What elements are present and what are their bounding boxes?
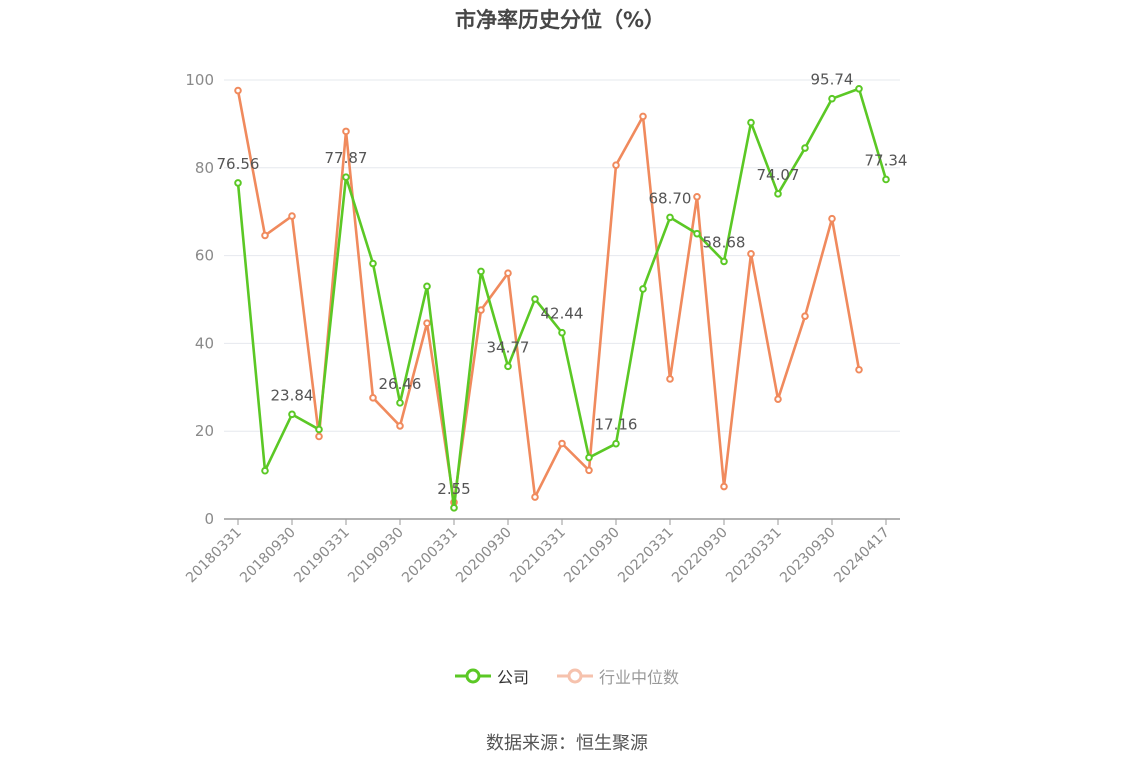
x-tick-label: 20190331 [291,525,353,587]
data-point-0[interactable] [342,173,350,181]
data-point-0[interactable] [450,504,458,512]
x-tick-label: 20200930 [453,525,515,587]
data-point-0[interactable] [693,229,701,238]
data-point-1[interactable] [720,482,728,491]
data-point-1[interactable] [531,493,539,501]
x-tick-label: 20180930 [237,525,299,587]
y-tick-label: 0 [204,510,214,528]
data-point-0[interactable] [585,453,593,462]
x-tick-label: 20190930 [345,525,407,587]
x-tick-label: 20180331 [183,525,245,587]
data-point-0[interactable] [720,257,728,266]
data-point-1[interactable] [288,212,296,220]
y-tick-label: 60 [195,247,214,265]
data-point-0[interactable] [747,118,755,127]
data-point-0[interactable] [774,190,782,198]
data-point-1[interactable] [693,192,701,201]
x-tick-label: 20220331 [615,525,677,587]
data-point-0[interactable] [828,94,836,103]
y-tick-label: 40 [195,334,214,352]
data-label: 23.84 [271,386,314,404]
data-point-0[interactable] [315,425,323,434]
data-point-1[interactable] [261,231,269,240]
data-point-1[interactable] [504,269,512,277]
data-point-0[interactable] [234,179,242,187]
y-tick-label: 20 [195,422,214,440]
data-point-0[interactable] [882,175,890,184]
source-note: 数据来源：恒生聚源 [486,733,648,754]
data-point-1[interactable] [477,306,485,314]
legend: 公司 行业中位数 [0,664,1134,688]
data-label: 34.77 [487,338,530,356]
data-label: 74.07 [757,166,800,184]
chart-title: 市净率历史分位（%） [454,8,666,32]
data-point-1[interactable] [774,395,782,403]
data-point-1[interactable] [423,319,431,328]
data-point-1[interactable] [369,394,377,402]
data-point-0[interactable] [801,144,809,152]
data-point-0[interactable] [369,259,377,268]
data-point-0[interactable] [423,282,431,291]
x-tick-label: 20240417 [831,525,893,587]
data-point-0[interactable] [612,439,620,448]
data-point-1[interactable] [612,161,620,169]
data-point-0[interactable] [639,285,647,293]
data-point-1[interactable] [639,112,647,121]
data-point-1[interactable] [234,86,242,95]
data-point-1[interactable] [558,439,566,448]
legend-marker-industry-median [557,668,593,684]
data-labels: 76.56 23.84 77.87 26.46 2.55 34.77 42.44 17.16 6… [217,71,908,498]
data-point-1[interactable] [315,432,323,441]
data-label: 42.44 [541,305,584,323]
data-point-0[interactable] [504,362,512,371]
data-point-1[interactable] [396,422,404,430]
data-point-0[interactable] [396,399,404,407]
axes: 0 20 40 60 80 100 2018033120180930201903312019… [183,71,900,586]
data-point-0[interactable] [477,267,485,276]
data-point-0[interactable] [855,84,863,93]
x-tick-label: 20200331 [399,525,461,587]
data-point-1[interactable] [585,466,593,475]
series-line-1 [236,90,861,504]
y-tick-label: 80 [195,159,214,177]
legend-item-company[interactable]: 公司 [454,664,529,688]
series-lines [234,84,890,512]
data-point-1[interactable] [747,250,755,258]
x-tick-label: 20210930 [561,525,623,587]
data-point-0[interactable] [288,410,296,419]
data-label: 76.56 [217,155,260,173]
legend-label-company: 公司 [496,668,529,687]
data-point-0[interactable] [261,466,269,475]
data-label: 77.34 [865,151,908,169]
data-label: 95.74 [811,71,854,89]
data-point-0[interactable] [666,213,674,222]
data-label: 26.46 [379,375,422,393]
data-point-1[interactable] [855,365,863,374]
data-label: 2.55 [437,480,470,498]
data-point-1[interactable] [828,214,836,223]
legend-marker-company [454,668,491,684]
data-point-1[interactable] [801,312,809,320]
data-point-1[interactable] [342,127,350,136]
data-label: 68.70 [649,189,692,207]
data-point-1[interactable] [666,375,674,383]
x-tick-label: 20220930 [669,525,731,587]
x-tick-label: 20230930 [777,525,839,587]
data-point-0[interactable] [558,328,566,337]
x-tick-label: 20230331 [723,525,785,587]
x-tick-label: 20210331 [507,525,569,587]
y-tick-label: 100 [185,71,214,89]
legend-label-industry-median: 行业中位数 [599,668,680,687]
data-point-0[interactable] [531,295,539,303]
data-label: 17.16 [595,416,638,434]
legend-item-industry-median[interactable]: 行业中位数 [557,664,679,688]
data-label: 58.68 [703,233,746,251]
data-label: 77.87 [325,149,368,167]
